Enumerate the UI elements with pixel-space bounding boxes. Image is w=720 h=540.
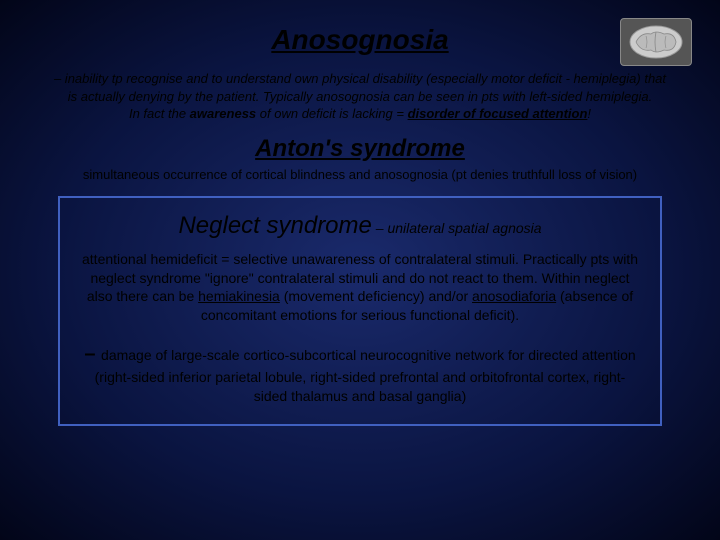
neg-hemiakinesia: hemiakinesia bbox=[198, 288, 280, 304]
title-anosognosia: Anosognosia bbox=[40, 24, 680, 56]
neg-c: (movement deficiency) and/or bbox=[280, 288, 472, 304]
title-anton: Anton's syndrome bbox=[40, 135, 680, 163]
damage-text: damage of large-scale cortico-subcortica… bbox=[95, 347, 636, 404]
def-awareness: awareness bbox=[190, 106, 257, 121]
def-disorder: disorder of focused attention bbox=[408, 106, 588, 121]
neglect-definition: attentional hemideficit = selective unaw… bbox=[78, 250, 642, 326]
title-neglect: Neglect syndrome bbox=[178, 212, 371, 239]
neglect-damage: – damage of large-scale cortico-subcorti… bbox=[78, 341, 642, 406]
title-neglect-sub: – unilateral spatial agnosia bbox=[372, 220, 542, 236]
slide-content: Anosognosia – inability tp recognise and… bbox=[0, 0, 720, 426]
def-text-a: – inability tp recognise and to understa… bbox=[54, 71, 666, 104]
dash-lead: – bbox=[84, 343, 101, 365]
brain-icon bbox=[620, 18, 692, 66]
def-text-b5: ! bbox=[587, 106, 591, 121]
neglect-box: Neglect syndrome – unilateral spatial ag… bbox=[58, 196, 662, 426]
neg-anosodiaforia: anosodiaforia bbox=[472, 288, 556, 304]
anosognosia-definition: – inability tp recognise and to understa… bbox=[50, 70, 670, 123]
neglect-heading: Neglect syndrome – unilateral spatial ag… bbox=[78, 212, 642, 240]
def-text-b1: In fact the bbox=[129, 106, 190, 121]
def-text-b3: of own deficit is lacking = bbox=[256, 106, 407, 121]
anton-definition: simultaneous occurrence of cortical blin… bbox=[40, 167, 680, 182]
